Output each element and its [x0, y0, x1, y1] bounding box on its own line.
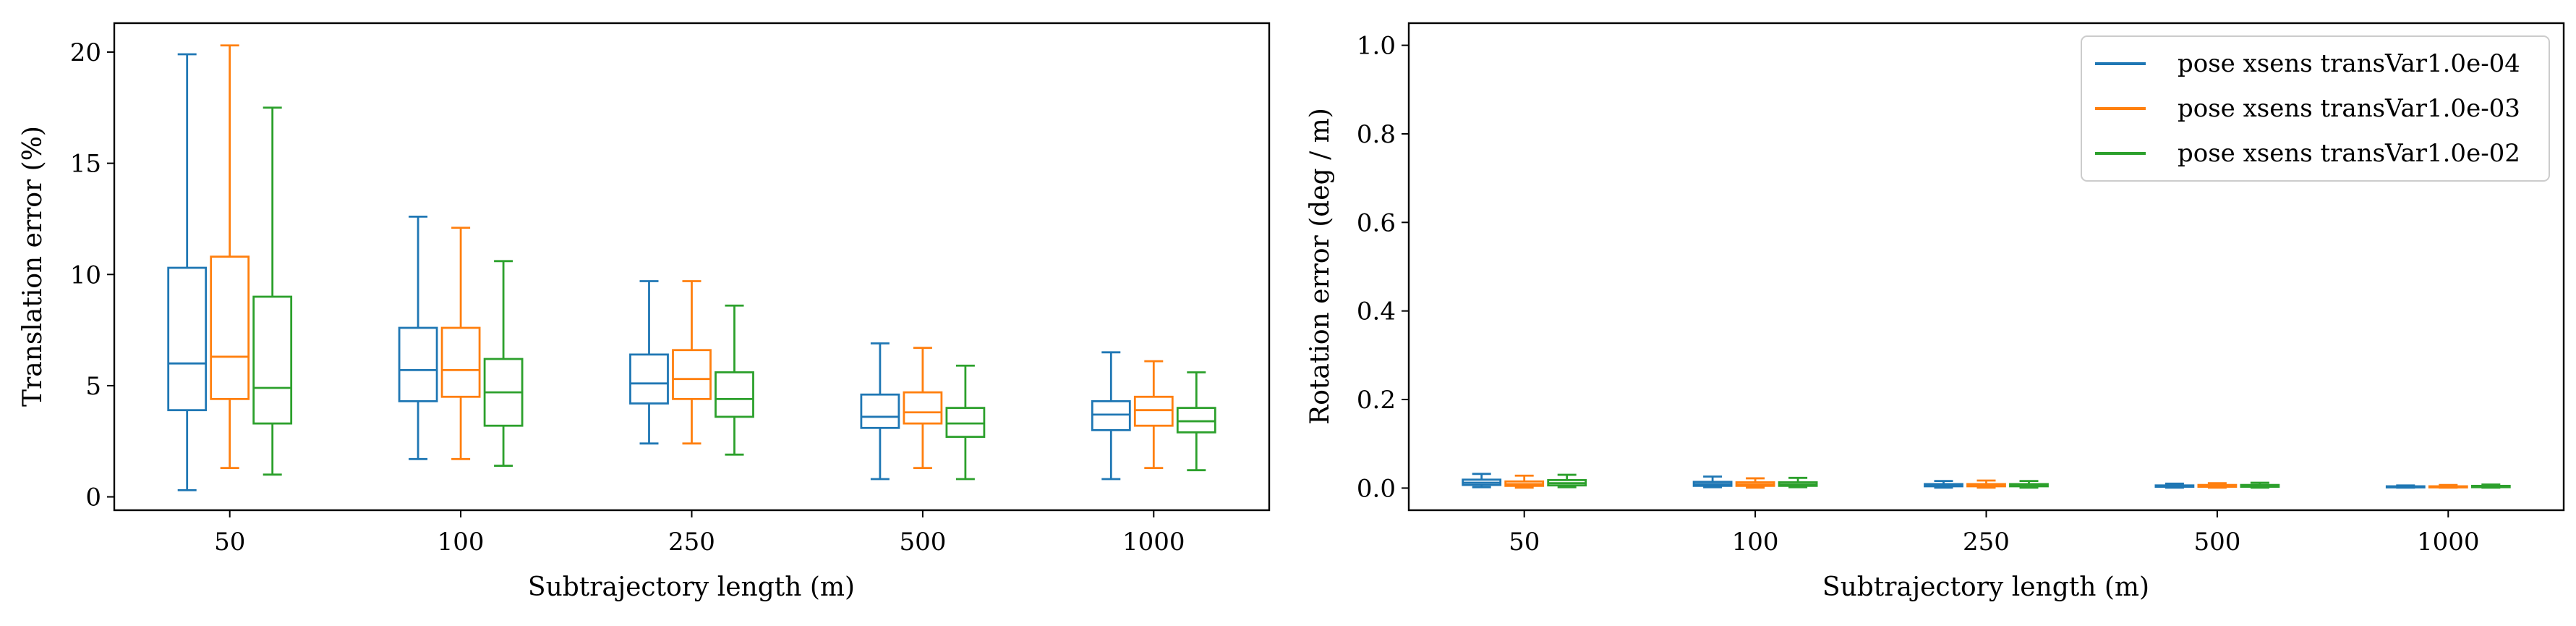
translation-xtick-label: 500	[899, 528, 946, 557]
rotation-x-axis-label: Subtrajectory length (m)	[1822, 572, 2149, 602]
iqr-box	[1091, 400, 1131, 431]
translation-box-series-1-cat-50	[167, 53, 208, 491]
rotation-ytick-label: 0.4	[1357, 297, 1396, 326]
translation-box-series-2-cat-50	[210, 44, 250, 470]
iqr-box	[210, 255, 250, 400]
rotation-xtick-label: 1000	[2417, 528, 2480, 557]
iqr-box	[1176, 407, 1216, 433]
translation-box-series-1-cat-1000	[1091, 351, 1131, 481]
iqr-box	[440, 326, 481, 398]
translation-box-series-3-cat-50	[252, 106, 293, 476]
translation-ytick-label: 10	[70, 261, 101, 289]
translation-box-series-3-cat-100	[483, 260, 524, 467]
rotation-box-series-1-cat-1000	[2385, 484, 2426, 489]
legend-label-series-3: pose xsens transVar1.0e-02	[2178, 139, 2520, 168]
rotation-boxes	[1462, 473, 2511, 489]
translation-xtick-label: 50	[214, 528, 245, 557]
iqr-box	[903, 391, 943, 425]
translation-box-series-1-cat-100	[398, 215, 438, 460]
rotation-box-series-3-cat-100	[1778, 476, 1818, 488]
translation-error-panel: 0 5 10 15 20 50 100 250 500 1000 Subtrajectory l…	[18, 22, 1271, 602]
rotation-box-series-1-cat-500	[2154, 482, 2195, 489]
legend-label-series-2: pose xsens transVar1.0e-03	[2178, 94, 2520, 123]
rotation-box-series-2-cat-50	[1504, 474, 1545, 489]
rotation-box-series-3-cat-250	[2009, 480, 2049, 489]
iqr-box	[860, 393, 900, 429]
legend: pose xsens transVar1.0e-04 pose xsens tr…	[2081, 35, 2550, 182]
legend-box	[2081, 35, 2550, 182]
translation-box-series-3-cat-500	[945, 364, 986, 481]
rotation-box-series-1-cat-250	[1924, 480, 1963, 489]
translation-x-axis-ticks: 50 100 250 500 1000	[214, 510, 1185, 557]
translation-ytick-label: 15	[70, 150, 101, 179]
rotation-xtick-label: 50	[1509, 528, 1540, 557]
rotation-x-axis-ticks: 50 100 250 500 1000	[1509, 510, 2480, 557]
rotation-box-series-2-cat-250	[1966, 479, 2006, 489]
iqr-box	[672, 349, 712, 400]
translation-xtick-label: 250	[668, 528, 715, 557]
rotation-box-series-3-cat-500	[2240, 481, 2280, 489]
iqr-box	[167, 266, 208, 412]
rotation-ytick-label: 0.2	[1357, 386, 1396, 415]
translation-x-axis-label: Subtrajectory length (m)	[528, 572, 855, 602]
translation-plot-frame	[113, 22, 1271, 512]
rotation-ytick-label: 0.6	[1357, 208, 1396, 237]
rotation-ytick-label: 0.0	[1357, 474, 1396, 503]
rotation-xtick-label: 100	[1732, 528, 1779, 557]
translation-boxes	[167, 44, 1216, 491]
translation-y-axis-ticks: 0 5 10 15 20	[70, 38, 114, 512]
iqr-box	[629, 353, 669, 405]
rotation-error-panel: 0.0 0.2 0.4 0.6 0.8 1.0 50 100 250 500 1000 Subtr…	[1305, 22, 2565, 602]
rotation-box-series-2-cat-1000	[2428, 483, 2468, 489]
translation-box-series-2-cat-1000	[1133, 360, 1174, 470]
rotation-box-series-1-cat-100	[1692, 475, 1733, 488]
translation-box-series-3-cat-1000	[1176, 371, 1216, 472]
translation-box-series-1-cat-250	[629, 280, 669, 445]
iqr-box	[398, 326, 438, 402]
rotation-box-series-1-cat-50	[1462, 473, 1502, 488]
translation-ytick-label: 5	[85, 372, 101, 401]
legend-label-series-1: pose xsens transVar1.0e-04	[2178, 49, 2520, 78]
translation-y-axis-label: Translation error (%)	[18, 126, 48, 407]
rotation-box-series-3-cat-1000	[2470, 483, 2511, 489]
translation-box-series-2-cat-500	[903, 347, 943, 470]
translation-ytick-label: 0	[85, 483, 101, 512]
rotation-y-axis-label: Rotation error (deg / m)	[1305, 108, 1335, 425]
translation-xtick-label: 100	[438, 528, 485, 557]
translation-ytick-label: 20	[70, 38, 101, 67]
translation-box-series-2-cat-250	[672, 280, 712, 445]
iqr-box	[945, 407, 986, 438]
rotation-box-series-2-cat-500	[2197, 482, 2238, 489]
translation-box-series-2-cat-100	[440, 227, 481, 460]
rotation-y-axis-ticks: 0.0 0.2 0.4 0.6 0.8 1.0	[1357, 32, 1409, 503]
rotation-plot-frame	[1407, 22, 2565, 512]
iqr-box	[1133, 395, 1174, 427]
translation-xtick-label: 1000	[1122, 528, 1185, 557]
rotation-xtick-label: 250	[1963, 528, 2010, 557]
translation-box-series-1-cat-500	[860, 342, 900, 481]
rotation-box-series-3-cat-50	[1547, 473, 1587, 488]
iqr-box	[252, 295, 293, 425]
rotation-xtick-label: 500	[2193, 528, 2240, 557]
rotation-ytick-label: 1.0	[1357, 32, 1396, 61]
iqr-box	[715, 371, 754, 418]
translation-box-series-3-cat-250	[715, 304, 754, 456]
rotation-box-series-2-cat-100	[1735, 477, 1775, 489]
rotation-ytick-label: 0.8	[1357, 120, 1396, 149]
